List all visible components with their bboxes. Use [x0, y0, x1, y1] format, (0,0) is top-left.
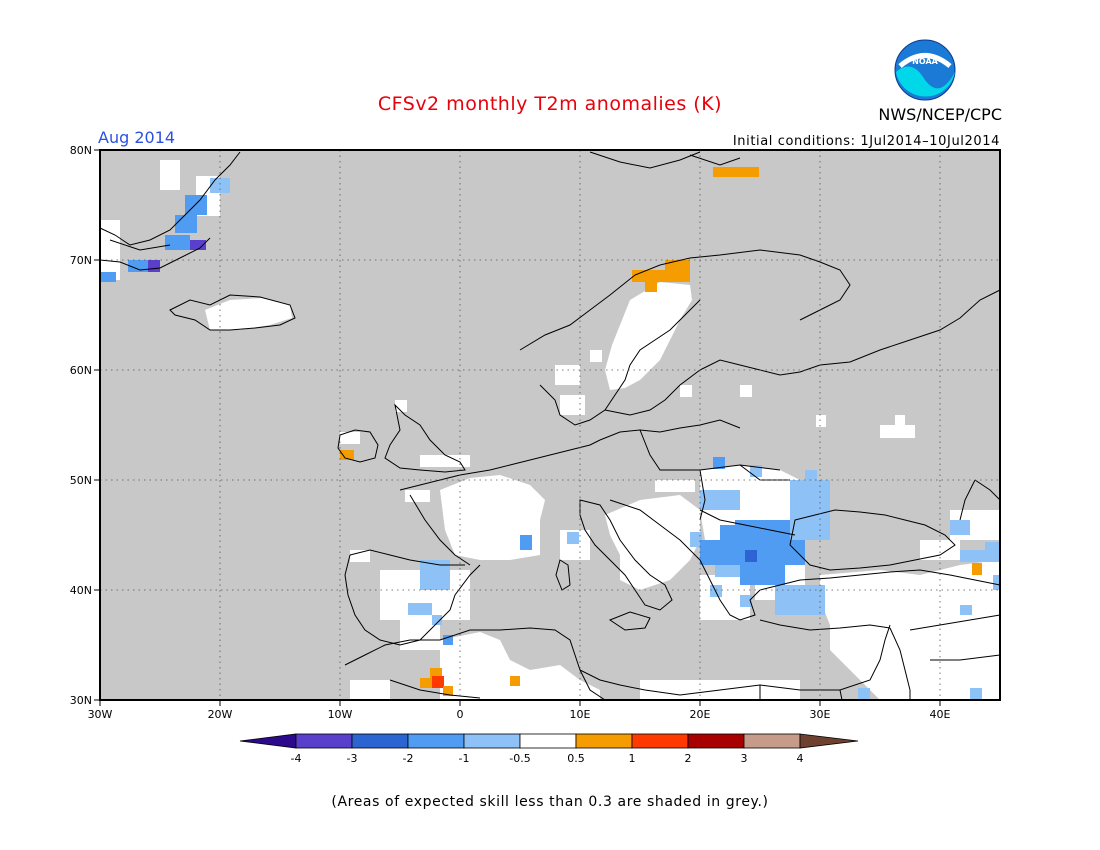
cell-norway-orange [665, 260, 690, 270]
cell-norway-orange [645, 282, 657, 292]
cell-arabia-lightblue [970, 688, 982, 700]
cell-greenland-blue [165, 235, 190, 250]
cell-bulgaria-lightblue [715, 565, 740, 577]
cell-morocco-red [432, 676, 444, 688]
cell-norway-orange [632, 270, 690, 282]
map-frame [99, 149, 1001, 701]
lon-tick-label: 30E [810, 708, 831, 721]
cell-morocco-orange [443, 686, 453, 696]
legend-swatch [687, 733, 745, 749]
cell-morocco-orange [420, 678, 432, 688]
noaa-logo-text: NOAA [912, 57, 938, 66]
cell-greenland-blue [175, 215, 197, 233]
cell-svalbard-orange [713, 167, 759, 177]
legend-label: 1 [629, 752, 636, 765]
legend-label: 3 [741, 752, 748, 765]
legend-label: -1 [459, 752, 470, 765]
lon-tick-label: 20E [690, 708, 711, 721]
cell-iberia-lightblue [408, 603, 432, 615]
cell-ukraine-lightblue [790, 480, 830, 540]
lat-tick-label: 50N [70, 474, 92, 487]
cell-bulgaria-blue [740, 565, 785, 585]
cell-ukraine-lightblue [750, 465, 762, 477]
legend-label: 0.5 [567, 752, 585, 765]
cell-ukraine-lightblue [805, 470, 817, 482]
cell-caucasus-lightblue [950, 520, 970, 535]
lon-axis: 30W 20W 10W 0 10E 20E 30E 40E [88, 700, 951, 721]
lat-tick-label: 80N [70, 144, 92, 157]
org-label: NWS/NCEP/CPC [878, 105, 1002, 124]
cell-greenland-blue [128, 260, 148, 272]
cell-romania-darkblue [745, 550, 757, 562]
cell-balkans-blue [700, 540, 740, 565]
lat-tick-label: 40N [70, 584, 92, 597]
cell-caucasus-lightblue [985, 542, 1000, 552]
cell-greenland-darkblue [190, 240, 206, 250]
lon-tick-label: 20W [208, 708, 233, 721]
legend-label: -4 [291, 752, 302, 765]
forecast-month: Aug 2014 [98, 128, 175, 147]
cell-greenland-darkblue [148, 260, 160, 272]
cell-iran-lightblue [993, 575, 1000, 590]
cell-greenland-blue [100, 272, 116, 282]
legend-swatch [351, 733, 409, 749]
lat-tick-label: 70N [70, 254, 92, 267]
cell-iberia-lightblue [432, 615, 442, 625]
lat-tick-label: 30N [70, 694, 92, 707]
legend-swatch [407, 733, 465, 749]
map-title: CFSv2 monthly T2m anomalies (K) [378, 93, 722, 115]
anomaly-cells [100, 167, 1000, 700]
legend-arrow-low [239, 733, 297, 749]
legend-swatch [295, 733, 353, 749]
lat-axis: 80N 70N 60N 50N 40N 30N [70, 144, 100, 707]
legend-swatch [519, 733, 577, 749]
cell-balkans-lightblue [700, 490, 740, 510]
legend-arrow-high [799, 733, 859, 749]
cell-balkans-lightblue [713, 457, 725, 469]
cell-balkans-lightblue [690, 532, 702, 547]
lon-tick-label: 10W [328, 708, 353, 721]
legend-label: -0.5 [509, 752, 530, 765]
lat-tick-label: 60N [70, 364, 92, 377]
lon-tick-label: 40E [930, 708, 951, 721]
color-legend [239, 733, 859, 749]
legend-label: -2 [403, 752, 414, 765]
cell-spain-blue [443, 635, 453, 645]
coastlines [99, 151, 1001, 701]
cell-caucasus-lightblue [960, 550, 1000, 562]
lon-tick-label: 30W [88, 708, 113, 721]
cell-caucasus-orange [972, 563, 982, 575]
footer-note: (Areas of expected skill less than 0.3 a… [331, 794, 768, 810]
lon-tick-label: 0 [457, 708, 464, 721]
cell-morocco-orange [430, 668, 442, 678]
legend-label: -3 [347, 752, 358, 765]
legend-swatch [463, 733, 521, 749]
lon-tick-label: 10E [570, 708, 591, 721]
cell-greenland-blue [210, 178, 230, 193]
cell-italy-lightblue [567, 532, 579, 544]
cell-romania-blue [720, 525, 740, 540]
cell-italy-blue [520, 535, 532, 550]
legend-labels: -4 -3 -2 -1 -0.5 0.5 1 2 3 4 [291, 752, 804, 765]
legend-swatch [575, 733, 633, 749]
anomaly-map [99, 149, 1001, 701]
legend-label: 2 [685, 752, 692, 765]
cell-iraq-lightblue [960, 605, 972, 615]
cell-egypt-lightblue [858, 688, 870, 700]
legend-label: 4 [797, 752, 804, 765]
cell-greece-lightblue [740, 595, 752, 607]
noaa-logo: NOAA [894, 39, 956, 101]
cell-turkey-lightblue [775, 585, 825, 615]
initial-conditions: Initial conditions: 1Jul2014–10Jul2014 [733, 134, 1000, 149]
legend-swatch [631, 733, 689, 749]
graticule [100, 150, 1000, 700]
legend-swatch [743, 733, 801, 749]
cell-ireland-orange [340, 450, 354, 460]
cell-algeria-orange [510, 676, 520, 686]
